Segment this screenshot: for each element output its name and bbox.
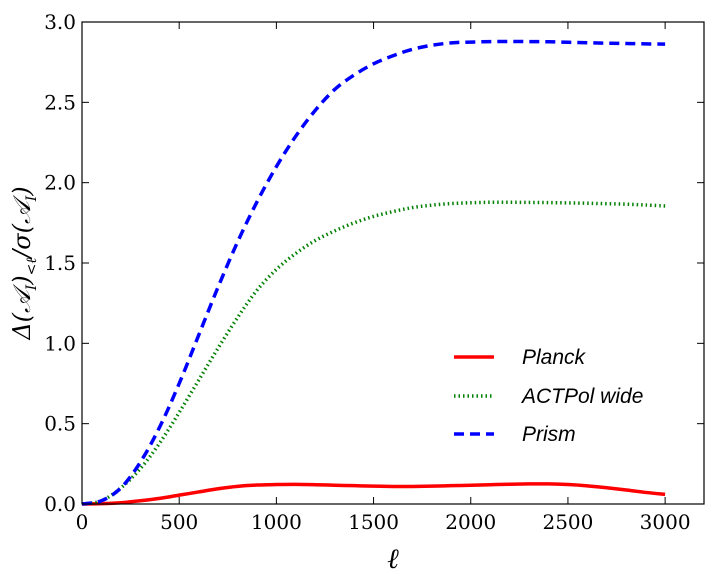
series-line-prism — [81, 39, 666, 506]
y-axis-label: Δ(𝒜I)<ℓ/σ(𝒜I) — [8, 186, 40, 340]
y-tick-label: 3.0 — [44, 10, 76, 34]
y-label-sub-i: I — [24, 284, 40, 291]
x-tick-label: 1000 — [251, 510, 302, 534]
x-tick-label: 3000 — [640, 510, 691, 534]
y-label-sub-less: <ℓ — [24, 258, 40, 276]
plot-background — [82, 22, 704, 504]
x-axis-label: ℓ — [387, 542, 399, 575]
y-label-pre: Δ( — [8, 312, 36, 340]
y-label-close: ) — [8, 275, 36, 285]
legend-label-planck: Planck — [522, 346, 587, 369]
x-tick-label: 500 — [160, 510, 198, 534]
x-tick-label: 2000 — [445, 510, 496, 534]
y-label-sub-i-2: I — [24, 195, 40, 202]
x-tick-label: 2500 — [542, 510, 593, 534]
y-label-close-2: ) — [8, 186, 36, 196]
y-tick-label: 2.0 — [44, 171, 76, 195]
y-tick-label: 1.0 — [44, 331, 76, 355]
legend: Planck ACTPol wide Prism — [454, 346, 643, 446]
y-tick-label: 1.5 — [44, 251, 76, 275]
x-tick-label: 0 — [76, 510, 89, 534]
y-label-slash: /σ( — [8, 223, 36, 259]
y-tick-label: 0.5 — [44, 412, 76, 436]
series-layer — [81, 39, 666, 506]
plot-frame — [81, 21, 705, 505]
series-line-actpol-wide — [81, 200, 666, 506]
y-tick-label: 0.0 — [44, 492, 76, 516]
legend-label-actpol: ACTPol wide — [520, 385, 643, 408]
y-tick-label: 2.5 — [44, 90, 76, 114]
legend-label-prism: Prism — [522, 423, 576, 446]
ticks-layer: 0 500 1000 1500 2000 2500 3000 0.0 0.5 1.0 1.5 2.0 2… — [44, 10, 704, 534]
x-tick-label: 1500 — [348, 510, 399, 534]
series-line-planck — [81, 482, 666, 506]
